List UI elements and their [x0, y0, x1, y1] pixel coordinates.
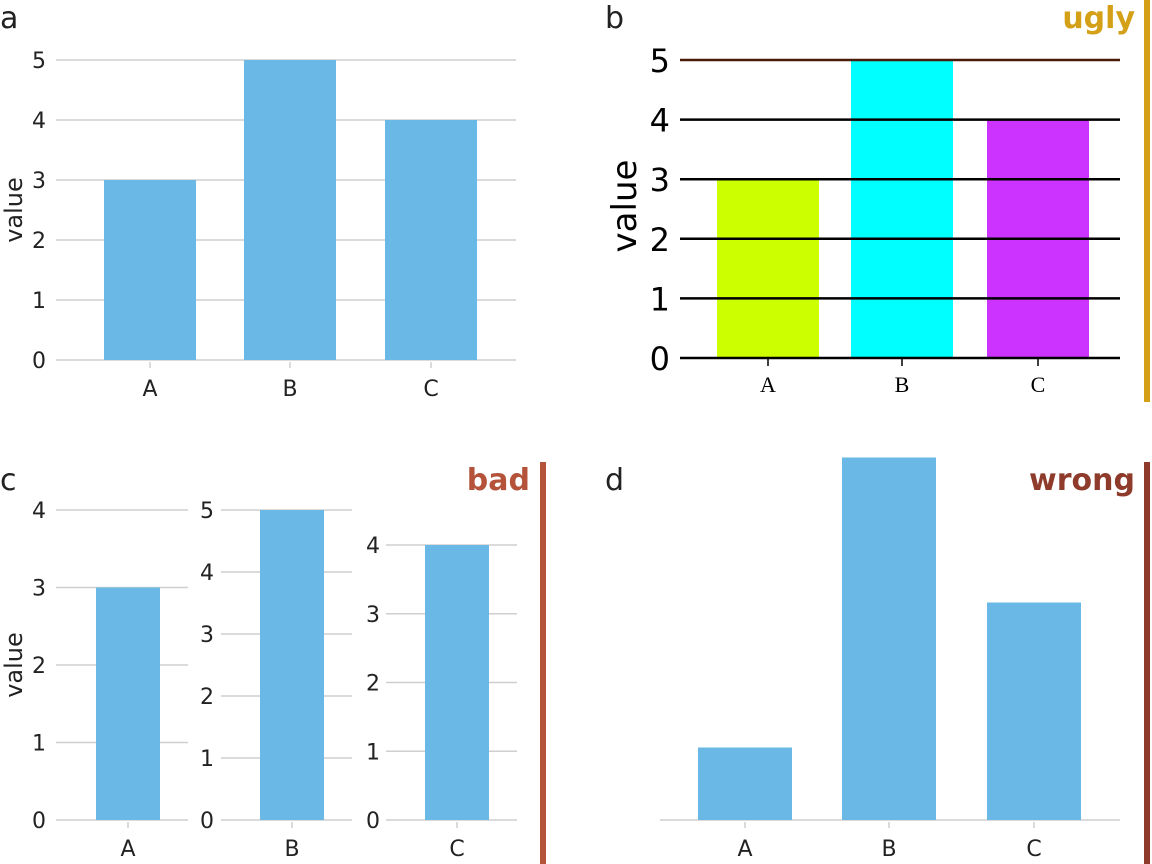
y-tick-label: 0 — [366, 809, 380, 834]
bar-C — [425, 545, 489, 820]
bar-A — [104, 180, 196, 360]
y-tick-label: 1 — [650, 280, 670, 318]
bar-C — [385, 120, 477, 360]
y-tick-label: 0 — [650, 340, 670, 378]
bar-A — [717, 179, 819, 358]
y-tick-label: 3 — [32, 577, 46, 602]
y-tick-label: 4 — [32, 109, 46, 134]
y-tick-label: 4 — [366, 534, 380, 559]
panel-d: d wrong A B C — [605, 457, 1150, 864]
y-tick-label: 1 — [366, 740, 380, 765]
panel-letter-d: d — [605, 463, 624, 498]
x-tick-label: C — [1031, 372, 1046, 397]
y-tick-label: 0 — [200, 809, 214, 834]
x-tick-label: B — [282, 377, 297, 402]
y-tick-label: 3 — [650, 161, 670, 199]
bar-A — [698, 747, 792, 820]
y-tick-label: 2 — [650, 221, 670, 259]
panel-tag-bar-ugly — [1144, 0, 1150, 402]
bar-A — [96, 587, 160, 820]
bar-B — [260, 510, 324, 820]
bar-B — [842, 457, 936, 820]
x-tick-label: C — [1026, 837, 1041, 862]
y-tick-label: 2 — [32, 654, 46, 679]
bar-B — [244, 60, 336, 360]
x-tick-label: B — [881, 837, 896, 862]
y-tick-label: 1 — [200, 747, 214, 772]
x-tick-label: A — [760, 372, 776, 397]
panel-tag-bad: bad — [467, 463, 530, 498]
panel-letter-c: c — [0, 463, 17, 498]
y-axis-label: value — [605, 160, 645, 253]
panel-tag-wrong: wrong — [1029, 463, 1135, 498]
x-tick-label: A — [142, 377, 157, 402]
y-tick-label: 5 — [32, 49, 46, 74]
y-tick-label: 2 — [366, 672, 380, 697]
x-tick-label: B — [895, 372, 910, 397]
y-tick-label: 4 — [650, 102, 670, 140]
y-tick-label: 3 — [366, 603, 380, 628]
y-tick-label: 1 — [32, 732, 46, 757]
y-tick-label: 5 — [650, 42, 670, 80]
y-tick-label: 4 — [200, 561, 214, 586]
y-tick-label: 1 — [32, 289, 46, 314]
y-tick-label: 0 — [32, 809, 46, 834]
y-tick-label: 3 — [200, 623, 214, 648]
x-tick-label: B — [284, 837, 299, 862]
y-tick-label: 2 — [200, 685, 214, 710]
y-tick-label: 3 — [32, 169, 46, 194]
y-tick-label: 0 — [32, 349, 46, 374]
panel-tag-ugly: ugly — [1062, 1, 1135, 36]
y-tick-label: 5 — [200, 499, 214, 524]
panel-tag-bar-bad — [540, 462, 546, 864]
bar-B — [851, 60, 953, 358]
y-tick-label: 4 — [32, 499, 46, 524]
y-axis-label: value — [0, 177, 28, 243]
x-tick-label: C — [423, 377, 438, 402]
bar-C — [987, 602, 1081, 820]
x-tick-label: A — [737, 837, 752, 862]
panel-tag-bar-wrong — [1144, 462, 1150, 864]
x-tick-label: A — [120, 837, 135, 862]
x-tick-label: C — [449, 837, 464, 862]
panel-letter-b: b — [605, 1, 624, 36]
panel-letter-a: a — [0, 1, 18, 36]
y-tick-label: 2 — [32, 229, 46, 254]
y-axis-label: value — [0, 632, 28, 698]
